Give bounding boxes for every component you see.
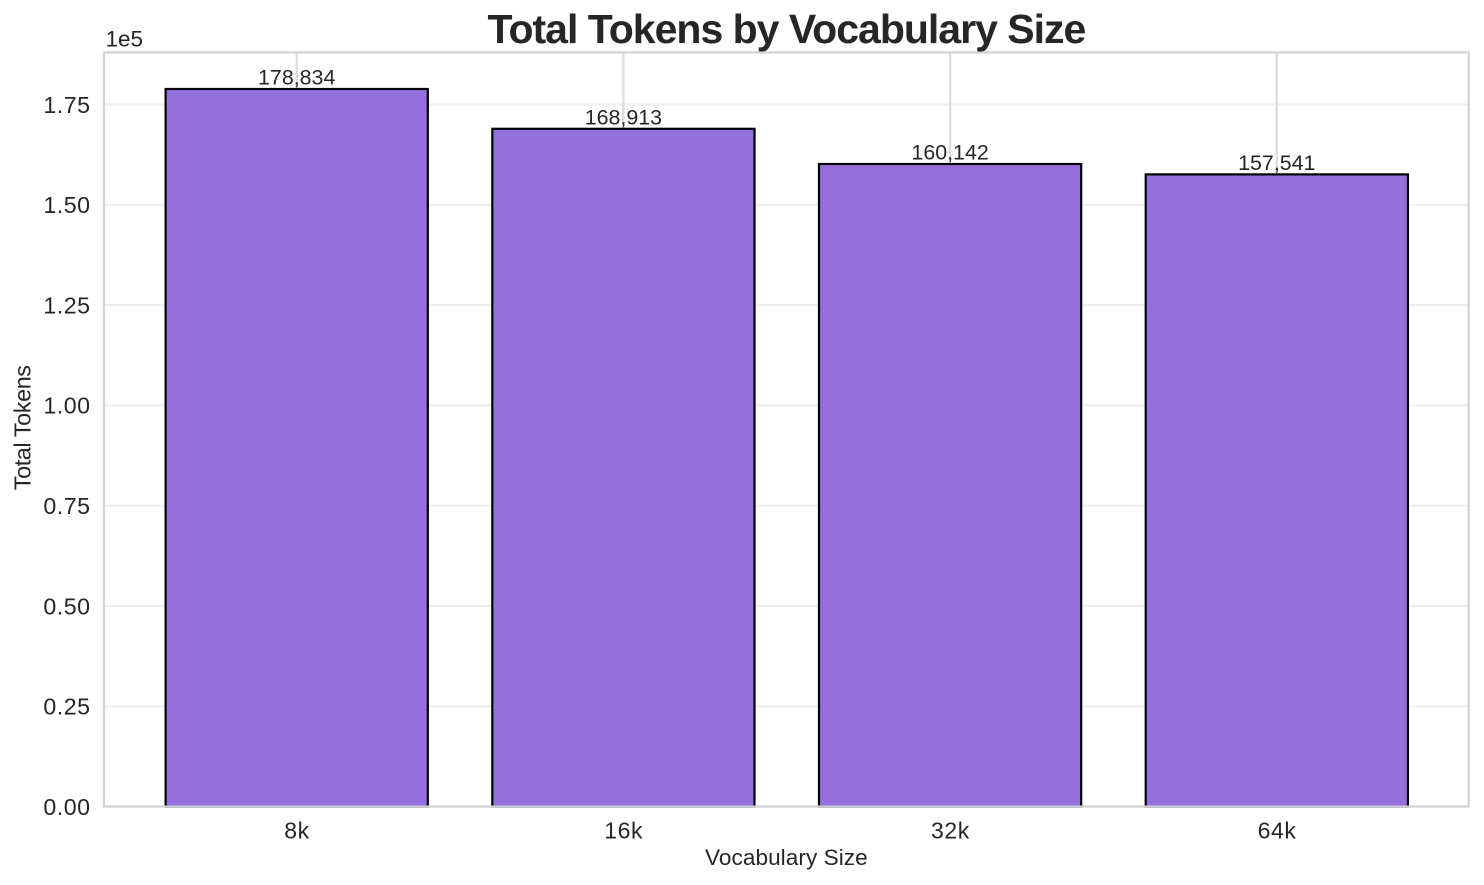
svg-text:168,913: 168,913 [585,106,662,130]
svg-text:64k: 64k [1258,818,1297,844]
svg-text:1.00: 1.00 [43,393,90,419]
svg-text:8k: 8k [284,818,310,844]
svg-text:0.25: 0.25 [43,694,90,720]
svg-text:32k: 32k [931,818,970,844]
svg-text:1e5: 1e5 [106,27,143,52]
svg-text:1.75: 1.75 [43,92,90,118]
svg-text:Total Tokens by Vocabulary Siz: Total Tokens by Vocabulary Size [487,6,1085,52]
svg-text:178,834: 178,834 [258,66,335,90]
svg-text:1.50: 1.50 [43,192,90,218]
svg-text:0.75: 0.75 [43,493,90,519]
svg-text:1.25: 1.25 [43,292,90,318]
svg-text:16k: 16k [604,818,643,844]
svg-text:0.00: 0.00 [43,794,90,820]
svg-text:Vocabulary Size: Vocabulary Size [705,845,868,870]
svg-text:0.50: 0.50 [43,593,90,619]
svg-text:157,541: 157,541 [1238,151,1315,175]
svg-text:160,142: 160,142 [911,141,988,165]
svg-text:Total Tokens: Total Tokens [9,365,35,490]
